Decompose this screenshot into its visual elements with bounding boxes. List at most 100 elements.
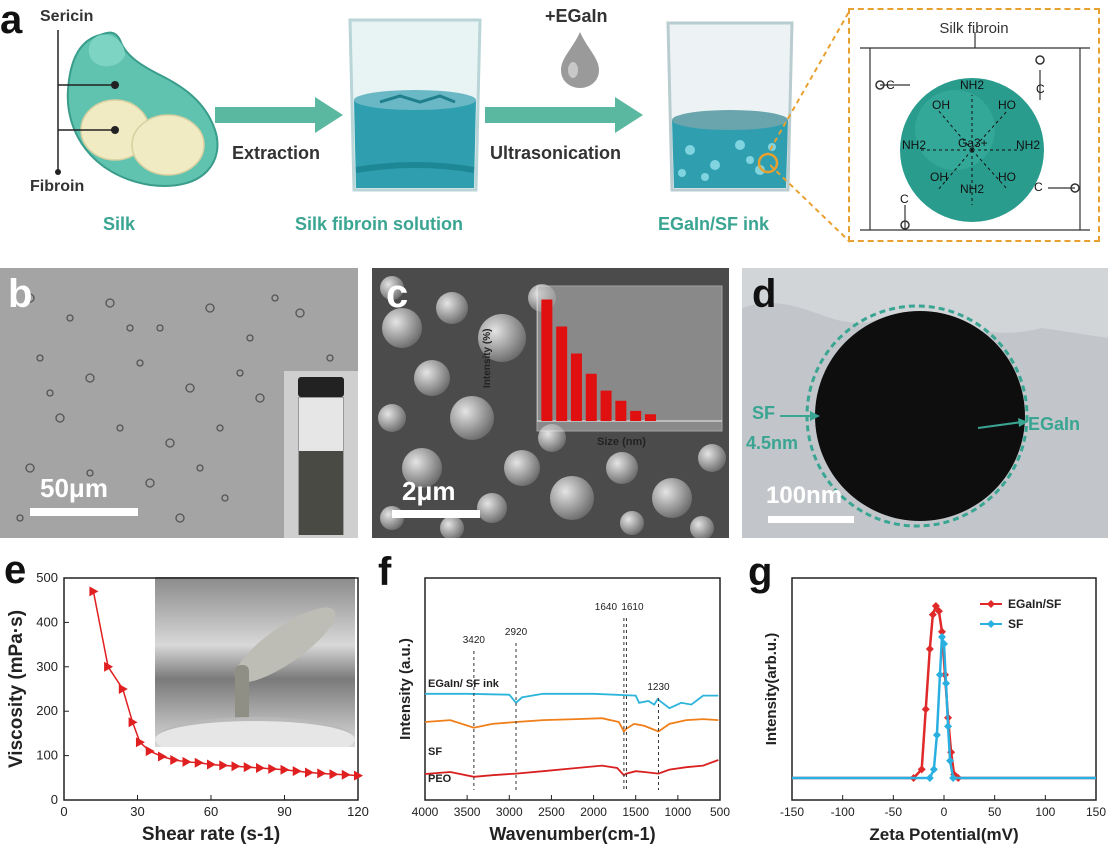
- y-tick-label: 400: [36, 614, 58, 629]
- histogram-bar: [585, 373, 597, 421]
- legend-marker: [987, 600, 995, 608]
- ftir-chart: 4000 3500 3000 2500 2000 1500 1000 500 Wavenumbe…: [397, 577, 730, 844]
- x-tick-label: 150: [1086, 805, 1106, 819]
- solution-caption: Silk fibroin solution: [295, 214, 463, 234]
- x-tick-label: 60: [204, 804, 218, 819]
- data-point: [231, 761, 241, 772]
- histogram-bar: [556, 326, 568, 421]
- series-label: PEO: [428, 773, 452, 785]
- data-point: [925, 774, 934, 782]
- data-point: [256, 763, 265, 774]
- x-tick-label: 3500: [454, 805, 481, 819]
- data-point: [942, 679, 951, 688]
- x-tick-label: 4000: [412, 805, 439, 819]
- scale-bar-label: 2μm: [402, 476, 456, 506]
- extraction-label: Extraction: [232, 143, 321, 163]
- x-tick-label: 2000: [580, 805, 607, 819]
- panel-a: a Sericin Fibroin Silk Extraction Silk f…: [0, 0, 1108, 250]
- beaker-icon: [348, 18, 482, 192]
- carbon-label: C: [1034, 180, 1043, 194]
- egain-label: EGaIn: [1028, 414, 1081, 434]
- x-tick-label: 120: [347, 804, 369, 819]
- y-tick-label: 0: [51, 792, 58, 807]
- data-point: [949, 774, 958, 782]
- ultrasonication-label: Ultrasonication: [490, 143, 622, 163]
- viscosity-line: [92, 591, 359, 777]
- data-point: [925, 645, 934, 653]
- plot-frame: [424, 577, 721, 801]
- data-point: [929, 765, 938, 774]
- x-axis-label: Zeta Potential(mV): [869, 825, 1018, 844]
- arrow-right-icon: [485, 97, 643, 133]
- x-tick-label: 90: [277, 804, 291, 819]
- inset-y-axis-label: Intensity (%): [482, 328, 493, 388]
- peak-label: 2920: [505, 627, 528, 638]
- data-point: [937, 627, 946, 636]
- tem-particle: [742, 268, 1108, 538]
- x-tick-label: 100: [1035, 805, 1055, 819]
- peak-label: 1610: [621, 602, 644, 613]
- group-label: NH2: [960, 182, 985, 196]
- data-point: [280, 764, 290, 775]
- histogram-bar: [600, 390, 612, 421]
- zeta-potential-chart: -150 -100 -50 0 50 100 150 Zeta Potential(mV) In…: [763, 577, 1106, 844]
- histogram-bar: [615, 400, 627, 421]
- data-point: [292, 766, 302, 777]
- x-tick-label: 3000: [496, 805, 523, 819]
- data-point: [118, 684, 128, 694]
- panel-label-a: a: [0, 0, 23, 42]
- panel-label-f: f: [378, 550, 392, 594]
- x-tick-label: 30: [130, 804, 144, 819]
- histogram-bar: [644, 414, 656, 421]
- peak-label: 3420: [463, 635, 486, 646]
- plot-frame: [791, 577, 1097, 801]
- data-point: [145, 746, 155, 757]
- data-point: [940, 639, 948, 648]
- panel-label-d: d: [752, 272, 777, 316]
- legend-marker: [987, 620, 995, 628]
- peak-label: 1640: [595, 602, 618, 613]
- series-label: EGaIn/ SF ink: [428, 678, 500, 690]
- x-tick-label: 50: [988, 805, 1002, 819]
- sericin-label: Sericin: [40, 8, 94, 25]
- data-point: [354, 770, 363, 781]
- x-tick-label: -50: [885, 805, 903, 819]
- x-axis-label: Wavenumber(cm-1): [489, 824, 655, 844]
- x-tick-label: -100: [831, 805, 855, 819]
- scale-bar: [392, 510, 480, 518]
- carbon-label: C: [886, 78, 895, 92]
- x-tick-label: 0: [941, 805, 948, 819]
- viscosity-chart: 0 30 60 90 120 0 100 200 300 400 500 Shear rate (s-…: [6, 570, 369, 845]
- data-point: [946, 756, 955, 765]
- data-point: [194, 757, 204, 768]
- carbon-label: C: [900, 192, 909, 206]
- group-label: OH: [932, 98, 950, 112]
- y-axis-label: Viscosity (mPa·s): [6, 610, 27, 768]
- data-point: [921, 705, 930, 714]
- group-label: OH: [930, 170, 948, 184]
- panel-label-c: c: [386, 272, 409, 316]
- inset-title: Silk fibroin: [939, 20, 1009, 37]
- data-point: [935, 670, 944, 679]
- data-point: [305, 767, 314, 778]
- x-tick-label: -150: [780, 805, 804, 819]
- sf-label: SF: [752, 403, 776, 423]
- panel-label-g: g: [748, 550, 773, 594]
- data-point: [89, 586, 99, 597]
- x-tick-label: 0: [60, 804, 67, 819]
- arrow-right-icon: [215, 97, 343, 133]
- data-point: [937, 632, 946, 641]
- data-point: [104, 661, 114, 672]
- sf-thickness-label: 4.5nm: [746, 433, 799, 453]
- zoom-connector: [770, 9, 851, 243]
- spectrum-line: [425, 692, 719, 710]
- fibroin-label: Fibroin: [30, 178, 85, 195]
- data-point: [944, 722, 953, 731]
- arrow-right-icon: [978, 418, 1028, 429]
- ga-coordination-diagram: [860, 32, 1090, 231]
- data-point: [329, 769, 339, 780]
- sem-micrograph-panel-c: Intensity (%) Size (nm) c 2μm: [372, 268, 729, 538]
- ink-caption: EGaIn/SF ink: [658, 214, 770, 234]
- arrow-right-icon: [780, 411, 820, 421]
- tem-micrograph-panel-d: d SF 4.5nm EGaIn 100nm: [742, 268, 1108, 538]
